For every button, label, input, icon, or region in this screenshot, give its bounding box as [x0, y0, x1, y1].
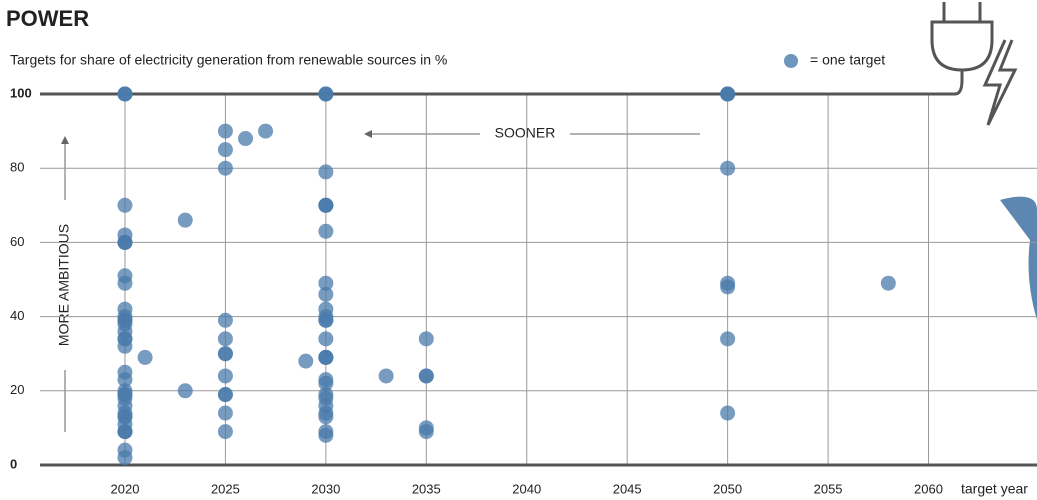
point — [720, 86, 736, 102]
point — [318, 375, 334, 391]
point — [117, 234, 133, 250]
y-tick-label: 60 — [10, 234, 24, 249]
point — [318, 349, 334, 365]
point — [318, 312, 334, 328]
point — [177, 383, 193, 399]
y-tick-label: 100 — [10, 85, 32, 100]
point — [238, 131, 254, 147]
y-tick-label: 40 — [10, 308, 24, 323]
arrow-head — [364, 130, 372, 138]
point — [217, 387, 233, 403]
x-tick-label: 2045 — [613, 481, 642, 496]
point — [117, 338, 133, 354]
x-tick-label: 2025 — [211, 481, 240, 496]
point — [298, 353, 314, 369]
x-tick-label: 2035 — [412, 481, 441, 496]
x-tick-label: 2030 — [311, 481, 340, 496]
annotation: SOONER — [495, 125, 556, 141]
point — [117, 86, 133, 102]
y-tick-label: 80 — [10, 160, 24, 175]
plug-icon — [930, 2, 1018, 126]
point — [720, 160, 736, 176]
point — [318, 275, 334, 291]
point — [720, 405, 736, 421]
x-tick-label: 2055 — [814, 481, 843, 496]
point — [217, 160, 233, 176]
chart-title: POWER — [6, 6, 89, 31]
decorative-shape — [1000, 196, 1037, 320]
point — [117, 275, 133, 291]
point — [217, 424, 233, 440]
point — [720, 331, 736, 347]
y-tick-label: 0 — [10, 456, 17, 471]
legend-marker — [784, 54, 798, 68]
point — [318, 223, 334, 239]
point — [418, 424, 434, 440]
y-tick-label: 20 — [10, 382, 24, 397]
point — [117, 372, 133, 388]
legend-label: = one target — [810, 52, 885, 68]
x-tick-label: 2040 — [512, 481, 541, 496]
point — [217, 331, 233, 347]
point — [418, 368, 434, 384]
subtitle: Targets for share of electricity generat… — [10, 52, 447, 68]
point — [217, 312, 233, 328]
x-tick-label: 2020 — [111, 481, 140, 496]
point — [318, 409, 334, 425]
point — [318, 286, 334, 302]
point — [217, 346, 233, 362]
point — [117, 197, 133, 213]
point — [318, 164, 334, 180]
x-tick-label: 2050 — [713, 481, 742, 496]
x-axis-label: target year — [961, 481, 1028, 497]
point — [318, 86, 334, 102]
point — [318, 331, 334, 347]
point — [418, 331, 434, 347]
point — [880, 275, 896, 291]
annotation: MORE AMBITIOUS — [56, 224, 72, 346]
point — [258, 123, 274, 139]
arrow-head — [61, 136, 69, 144]
point — [117, 450, 133, 466]
point — [117, 424, 133, 440]
x-tick-label: 2060 — [914, 481, 943, 496]
point — [378, 368, 394, 384]
point — [318, 427, 334, 443]
point — [217, 368, 233, 384]
point — [217, 405, 233, 421]
point — [318, 197, 334, 213]
point — [720, 279, 736, 295]
point — [137, 349, 153, 365]
point — [217, 123, 233, 139]
point — [177, 212, 193, 228]
point — [217, 142, 233, 158]
